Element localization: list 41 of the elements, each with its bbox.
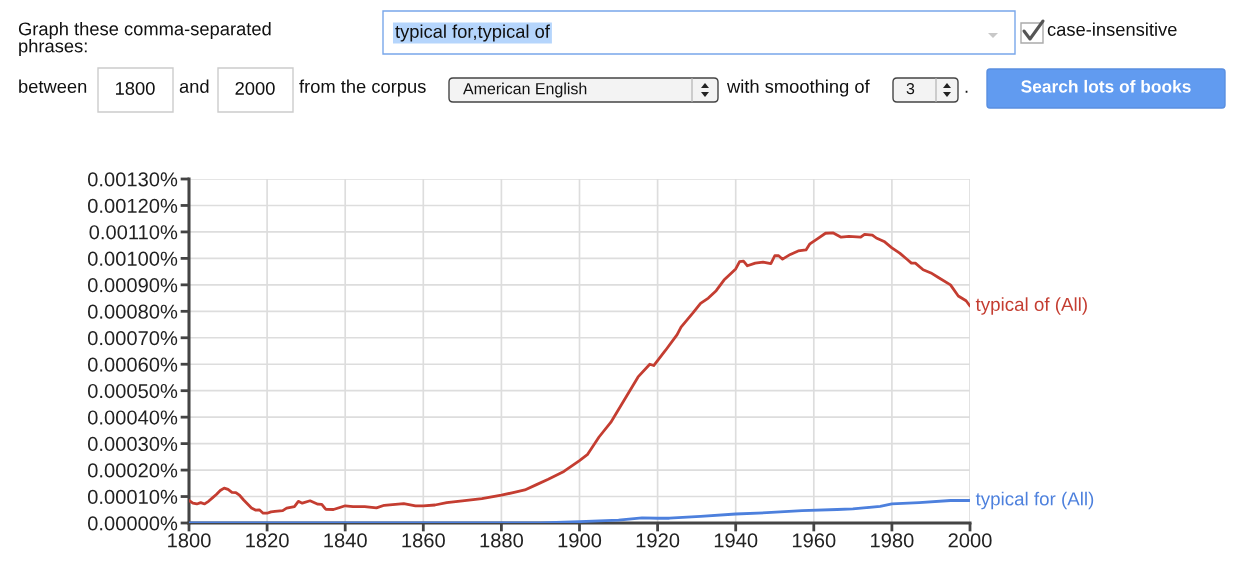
text: typical for,typical of xyxy=(395,24,550,42)
text: Search lots of books xyxy=(1021,79,1191,93)
x-tick-label: 1880 xyxy=(480,533,524,548)
y-tick-label: 0.00120% xyxy=(87,198,178,213)
y-tick-label: 0.00020% xyxy=(87,463,178,478)
x-tick-label: 1840 xyxy=(324,533,367,548)
y-tick-label: 0.00130% xyxy=(87,172,178,187)
text: American English xyxy=(463,82,587,98)
y-tick-label: 0.00010% xyxy=(87,489,178,505)
text: . xyxy=(965,90,968,93)
text: from the corpus xyxy=(299,79,426,97)
text: case-insensitive xyxy=(1047,22,1177,36)
y-tick-label: 0.00090% xyxy=(87,278,178,293)
y-tick-label: 0.00050% xyxy=(87,383,178,399)
y-tick-label: 0.00040% xyxy=(87,410,178,425)
text: Graph these comma-separated phrases: xyxy=(18,21,271,57)
x-tick-label: 1980 xyxy=(871,533,914,548)
x-tick-label: 2000 xyxy=(948,533,992,548)
x-tick-label: 1920 xyxy=(636,533,680,548)
y-tick-label: 0.00000% xyxy=(87,516,178,531)
text: and xyxy=(179,79,209,93)
y-tick-label: 0.00070% xyxy=(87,331,178,346)
text: 1800 xyxy=(116,81,155,95)
y-tick-label: 0.00060% xyxy=(87,357,178,372)
line-series xyxy=(189,231,970,515)
x-tick-label: 1940 xyxy=(714,533,758,548)
series-label: typical of (All) xyxy=(975,297,1087,315)
series-label: typical for (All) xyxy=(975,491,1094,510)
x-tick-label: 1860 xyxy=(402,533,445,548)
text: with smoothing of xyxy=(726,79,870,97)
y-tick-label: 0.00100% xyxy=(87,251,178,266)
text: between xyxy=(19,79,87,93)
text: 3 xyxy=(906,82,915,95)
x-tick-label: 1960 xyxy=(792,533,836,548)
y-tick-label: 0.00110% xyxy=(89,225,178,240)
x-tick-label: 1800 xyxy=(168,533,211,548)
y-tick-label: 0.00030% xyxy=(87,436,178,452)
y-tick-label: 0.00080% xyxy=(87,304,178,319)
x-tick-label: 1900 xyxy=(558,533,602,548)
text: 2000 xyxy=(235,81,275,95)
x-tick-label: 1820 xyxy=(246,533,289,548)
